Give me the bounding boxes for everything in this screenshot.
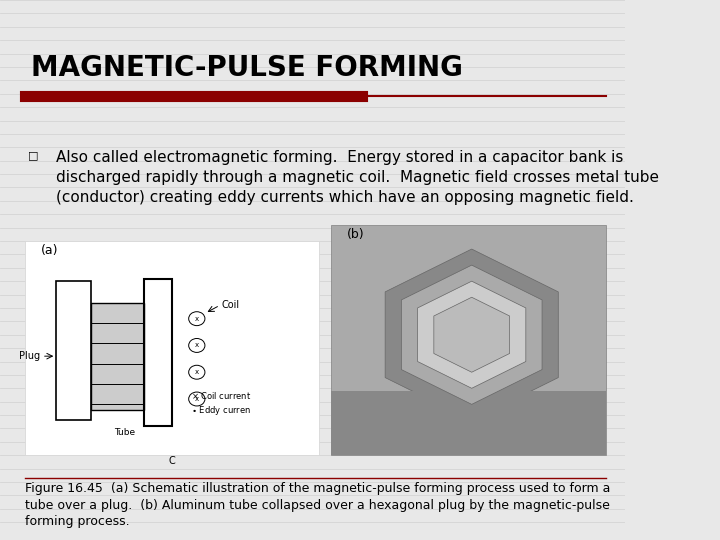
Text: C: C [168, 456, 175, 467]
Text: (b): (b) [347, 228, 364, 241]
Text: MAGNETIC-PULSE FORMING: MAGNETIC-PULSE FORMING [31, 53, 463, 82]
Text: Also called electromagnetic forming.  Energy stored in a capacitor bank is
disch: Also called electromagnetic forming. Ene… [56, 150, 660, 205]
Bar [91, 302, 144, 410]
Bar [25, 241, 319, 455]
Bar [144, 279, 172, 426]
Text: Tube: Tube [114, 428, 135, 437]
Text: (a): (a) [40, 244, 58, 256]
Text: Coil: Coil [222, 300, 240, 310]
Text: Figure 16.45  (a) Schematic illustration of the magnetic-pulse forming process u: Figure 16.45 (a) Schematic illustration … [25, 482, 611, 528]
Text: x: x [194, 316, 199, 322]
Text: □: □ [28, 150, 39, 160]
Text: $\times$ Coil current: $\times$ Coil current [191, 390, 251, 401]
Text: $\bullet$ Eddy curren: $\bullet$ Eddy curren [191, 404, 251, 417]
Text: Plug: Plug [19, 351, 40, 361]
Text: x: x [194, 342, 199, 348]
Text: x: x [194, 369, 199, 375]
Bar [56, 281, 91, 421]
Text: x: x [194, 396, 199, 402]
Bar [331, 225, 606, 455]
Bar [331, 391, 606, 455]
